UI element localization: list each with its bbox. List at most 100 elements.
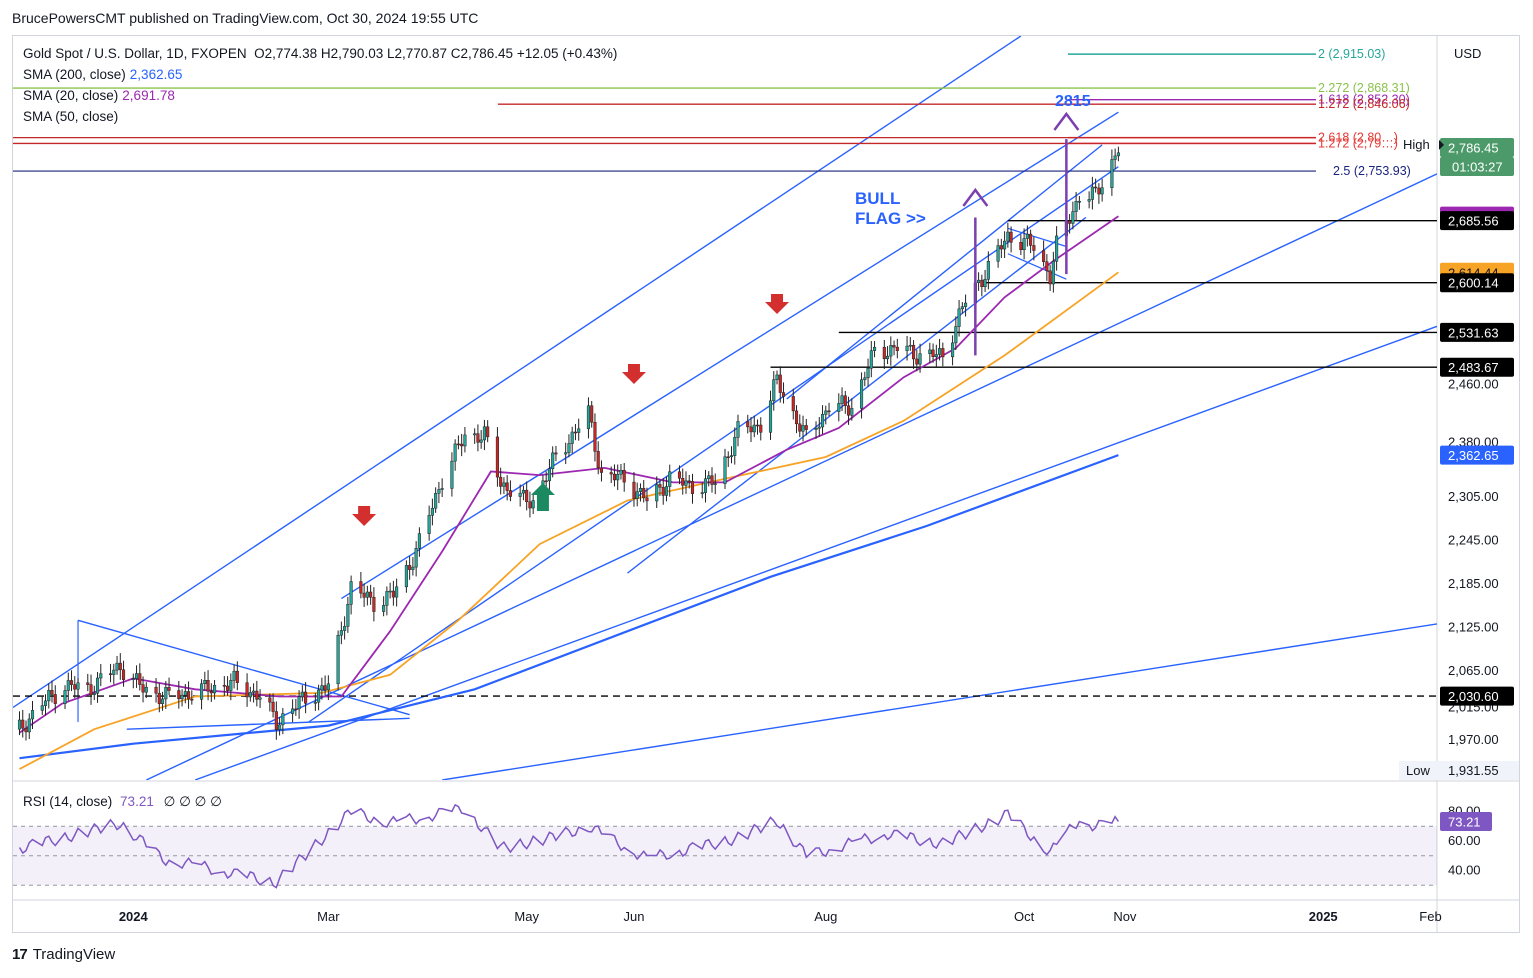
candle-body — [226, 685, 230, 691]
candle-body — [609, 472, 613, 475]
measure-arrow-2-head — [1053, 111, 1080, 131]
candle-body — [479, 439, 483, 443]
tradingview-brand: TradingView — [32, 946, 116, 963]
candle-body — [317, 689, 321, 703]
candle-body — [437, 489, 441, 494]
candle-body — [638, 488, 643, 492]
candle-body — [768, 400, 773, 433]
currency-label[interactable]: USD — [1454, 46, 1482, 61]
candle-body — [281, 713, 285, 726]
candle-body — [999, 245, 1003, 250]
candle-body — [508, 490, 512, 497]
bull-flag-label-1: BULL — [855, 189, 900, 208]
candle-body — [736, 421, 740, 438]
price-axis[interactable]: 2,460.002,380.002,305.002,245.002,185.00… — [1399, 135, 1519, 878]
candle-body — [681, 478, 685, 486]
candle-body — [531, 500, 535, 509]
candle-body — [889, 345, 893, 357]
candle-body — [938, 348, 942, 355]
candle-body — [24, 727, 28, 733]
candle-body — [297, 696, 301, 710]
candle-body — [1113, 155, 1117, 160]
candle-body — [846, 405, 851, 416]
candle-body — [313, 701, 317, 704]
candle-body — [551, 452, 555, 470]
candle-body — [928, 349, 932, 354]
low-label: Low — [1406, 763, 1430, 778]
price-tick: 2,065.00 — [1448, 663, 1499, 678]
candle-body — [229, 680, 233, 691]
legend-instrument-row: Gold Spot / U.S. Dollar, 1D, FXOPEN O2,7… — [23, 46, 617, 61]
candle-body — [954, 326, 958, 344]
candle-body — [882, 346, 886, 360]
candle-body — [486, 426, 490, 438]
tradingview-logo-icon: 17 — [12, 946, 28, 963]
candle-body — [502, 482, 506, 487]
time-tick-Aug: Aug — [814, 909, 837, 924]
candle-body — [1090, 186, 1094, 200]
candle-body — [1077, 200, 1081, 203]
candle-body — [677, 471, 682, 479]
candle-body — [570, 431, 574, 444]
candle-body — [684, 480, 688, 486]
candle-body — [668, 471, 672, 487]
candle-body — [586, 405, 591, 430]
price-badge-text-9: 2,030.60 — [1448, 689, 1499, 704]
candle-body — [115, 662, 119, 671]
candle-body — [980, 279, 984, 287]
tradingview-logo[interactable]: 17 TradingView — [12, 946, 115, 963]
candle-body — [27, 718, 31, 733]
candle-body — [395, 586, 399, 598]
candle-body — [157, 692, 161, 704]
price-badge-text-3: 2,685.56 — [1448, 214, 1499, 229]
candle-body — [1074, 200, 1078, 212]
triangle-lower-line — [126, 717, 410, 730]
candle-body — [869, 350, 873, 369]
candle-body — [232, 670, 236, 681]
candle-body — [1087, 199, 1091, 202]
candle-body — [434, 492, 438, 509]
legend-sma20-row[interactable]: SMA (20, close) 2,691.78 — [23, 88, 175, 103]
legend-sma200-row[interactable]: SMA (200, close) 2,362.65 — [23, 67, 182, 82]
price-tick: 1,970.00 — [1448, 732, 1499, 747]
fib-label-3: 1.272 (2,846.06) — [1318, 97, 1410, 111]
time-tick-Jun: Jun — [623, 909, 644, 924]
candle-body — [1055, 235, 1059, 262]
candle-body — [21, 719, 25, 729]
measure-arrow-1-head — [962, 187, 989, 207]
time-tick-Feb: Feb — [1419, 909, 1441, 924]
candle-body — [118, 662, 122, 671]
candle-body — [977, 279, 981, 284]
candle-body — [564, 452, 568, 455]
channel-line-2 — [308, 166, 1119, 723]
rsi-legend[interactable]: RSI (14, close) 73.21 ∅ ∅ ∅ ∅ — [23, 794, 222, 810]
low-value: 1,931.55 — [1448, 763, 1499, 778]
candle-body — [473, 433, 477, 436]
candle-body — [482, 426, 486, 441]
price-tick: 2,185.00 — [1448, 576, 1499, 591]
candle-body — [495, 436, 499, 478]
candle-body — [346, 604, 350, 627]
down-arrow-mar — [352, 506, 377, 526]
candle-body — [300, 691, 304, 697]
candle-body — [905, 345, 909, 351]
time-axis[interactable]: 2024 Mar May Jun Aug Oct Nov 2025 Feb — [119, 909, 1442, 924]
candle-body — [187, 691, 191, 700]
candle-body — [427, 515, 431, 534]
candle-body — [417, 533, 421, 549]
candle-body — [190, 698, 194, 701]
candle-body — [1025, 233, 1029, 239]
legend-sma50-row[interactable]: SMA (50, close) — [23, 109, 122, 124]
candle-body — [50, 690, 54, 695]
time-tick-May: May — [514, 909, 539, 924]
candle-body — [440, 488, 444, 490]
price-badge-text-7: 2,483.67 — [1448, 360, 1499, 375]
legend-instrument[interactable]: Gold Spot / U.S. Dollar, 1D, FXOPEN — [23, 46, 247, 61]
candle-body — [408, 565, 412, 570]
candle-body — [941, 348, 945, 358]
sma200-line — [19, 454, 1119, 760]
candle-body — [1045, 261, 1049, 272]
price-tick: 2,125.00 — [1448, 620, 1499, 635]
